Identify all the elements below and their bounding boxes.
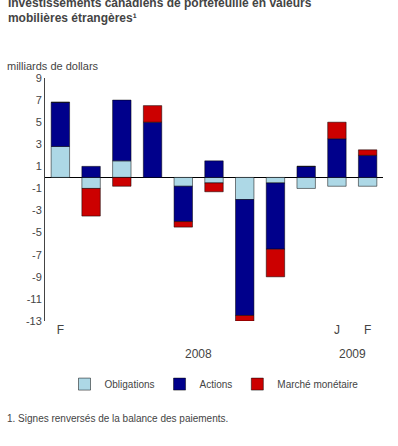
svg-text:-11: -11 <box>27 293 42 305</box>
svg-text:-3: -3 <box>32 204 42 216</box>
svg-text:5: 5 <box>36 116 42 128</box>
svg-text:1. Signes renversés de la bala: 1. Signes renversés de la balance des pa… <box>7 413 228 424</box>
svg-text:-7: -7 <box>32 249 42 261</box>
svg-text:-9: -9 <box>32 271 42 283</box>
svg-text:1: 1 <box>36 160 42 172</box>
svg-text:2009: 2009 <box>339 347 366 361</box>
svg-text:-1: -1 <box>32 182 42 194</box>
svg-text:F: F <box>364 323 371 337</box>
svg-text:Obligations: Obligations <box>105 379 155 390</box>
svg-text:Actions: Actions <box>200 379 233 390</box>
svg-text:Investissements canadiens de p: Investissements canadiens de portefeuill… <box>8 0 312 25</box>
svg-text:9: 9 <box>36 72 42 84</box>
svg-text:3: 3 <box>36 138 42 150</box>
svg-text:J: J <box>334 323 340 337</box>
svg-text:-5: -5 <box>32 226 42 238</box>
svg-text:Marché monétaire: Marché monétaire <box>277 379 358 390</box>
svg-text:F: F <box>57 323 64 337</box>
svg-text:-13: -13 <box>26 315 42 327</box>
svg-text:2008: 2008 <box>185 347 212 361</box>
svg-text:7: 7 <box>36 94 42 106</box>
svg-text:milliards de dollars: milliards de dollars <box>7 60 99 72</box>
